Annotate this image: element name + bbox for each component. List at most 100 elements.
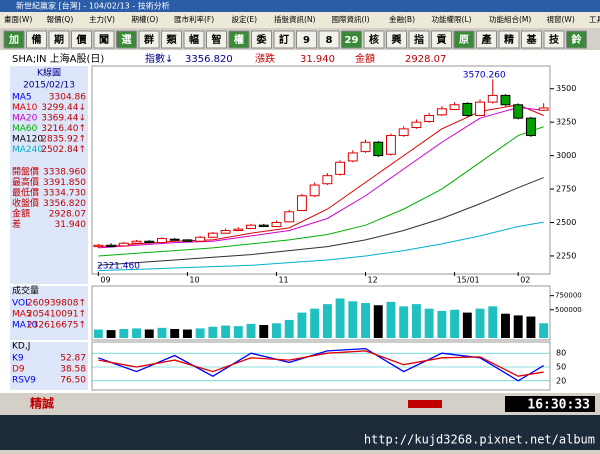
x-tick-label: 11 (278, 276, 288, 285)
candle-body (246, 224, 256, 230)
toolbar-label: 基 (526, 33, 538, 46)
toolbar-button[interactable] (228, 30, 250, 49)
volume-bar (144, 329, 154, 338)
quote-name: 金額 (12, 208, 30, 220)
toolbar-button[interactable] (498, 30, 520, 49)
toolbar-button[interactable] (161, 30, 182, 49)
candle-body (436, 108, 447, 116)
toolbar-button[interactable] (363, 30, 385, 49)
toolbar-button[interactable] (341, 30, 362, 49)
ma-line (98, 177, 544, 266)
menu-item[interactable]: 畫面(W) (4, 14, 32, 24)
toolbar-button[interactable] (183, 30, 205, 49)
candle-body (449, 104, 460, 110)
toolbar-button[interactable] (138, 30, 160, 49)
toolbar-button[interactable] (206, 30, 227, 49)
candle-body (500, 94, 511, 106)
toolbar-button[interactable] (386, 30, 407, 49)
kd-legend-value: 38.58 (60, 365, 86, 375)
volume-side (10, 286, 88, 340)
candle-body (169, 238, 180, 241)
kd-title: KD,J (12, 342, 30, 352)
ma-name: MA120 (12, 135, 43, 145)
candle-body (258, 224, 269, 228)
toolbar-button[interactable] (543, 30, 565, 49)
price-frame (91, 65, 551, 275)
ma-name: MA5 (12, 93, 32, 103)
toolbar-button[interactable] (566, 30, 587, 49)
toolbar-button[interactable] (3, 30, 25, 49)
toolbar-button[interactable] (521, 30, 542, 49)
toolbar-button[interactable] (273, 30, 295, 49)
menu-item[interactable]: 功能組合(M) (489, 14, 531, 24)
sidebar-title: K線圖 (37, 67, 61, 79)
menu-item[interactable]: 視窗(W) (547, 14, 575, 24)
candle-body (271, 222, 282, 228)
y-tick-label: 2250 (556, 251, 576, 260)
candle-body (284, 211, 295, 223)
ma-value: 2502.84↑ (41, 145, 86, 155)
toolbar-button[interactable] (93, 30, 115, 49)
menu-item[interactable]: 主力(V) (89, 14, 115, 24)
candle-body (475, 101, 485, 116)
menu-item[interactable]: 匯市利率(F) (174, 14, 214, 24)
toolbar-button[interactable] (476, 30, 497, 49)
toolbar-label: 精 (504, 33, 514, 46)
y-tick-label: 80 (556, 349, 566, 358)
menu-item[interactable]: 功能權限(L) (432, 14, 472, 24)
volume-bar (119, 328, 129, 338)
volume-bar (297, 312, 307, 338)
toolbar-button[interactable] (431, 30, 452, 49)
y-tick-label: 20 (556, 376, 566, 385)
ma-name: MA10 (12, 103, 38, 113)
toolbar-label: 加 (8, 33, 19, 46)
url: http://kujd3268.pixnet.net/album (364, 433, 595, 447)
y-tick-label: 3500 (556, 84, 576, 93)
quote-name: 收盤價 (12, 197, 39, 209)
toolbar-button[interactable] (71, 30, 92, 49)
candle-body (462, 102, 473, 116)
candle-body (131, 240, 142, 244)
candle-body (195, 236, 206, 242)
toolbar-label: 指 (414, 33, 424, 46)
y-tick-label: 2750 (556, 185, 576, 194)
menu-bar (0, 12, 600, 28)
index-value: 3356.820 (185, 54, 233, 65)
toolbar-label: 核 (369, 33, 379, 46)
toolbar-button[interactable] (408, 30, 430, 49)
menu-item[interactable]: 金融(B) (389, 14, 415, 24)
clock-box (505, 396, 595, 412)
brand: 精誠 (30, 396, 54, 411)
kd-legend-name: D9 (12, 365, 25, 375)
menu-item[interactable]: 插盤資訊(N) (274, 14, 316, 24)
toolbar-button[interactable] (116, 30, 137, 49)
toolbar-button[interactable] (318, 30, 340, 49)
toolbar-label: 技 (549, 33, 560, 46)
vol-legend-value: 232616675↑ (27, 321, 86, 331)
candle-body (398, 128, 409, 137)
volume-bar (462, 312, 472, 338)
menu-item[interactable]: 國際資訊(I) (332, 14, 370, 24)
toolbar-button[interactable] (48, 30, 70, 49)
indicator (408, 400, 442, 408)
volume-bar (259, 325, 269, 338)
volume-bar (284, 319, 294, 338)
menu-item[interactable]: 設定(E) (232, 14, 258, 24)
toolbar-button[interactable] (453, 30, 475, 49)
toolbar-label: 9 (303, 35, 310, 46)
menu-item[interactable]: 工具(T) (589, 15, 600, 24)
vol-legend-name: MA5 (12, 310, 32, 320)
menu-item[interactable]: 報價(Q) (47, 15, 74, 24)
vol-legend-value: 205410091↑ (27, 310, 86, 320)
volume-bar (437, 310, 447, 338)
candle-body (335, 161, 346, 175)
volume-bar (373, 305, 383, 338)
volume-bar (399, 306, 409, 338)
menu-item[interactable]: 期權(O) (132, 14, 159, 24)
ma-value: 3369.44↓ (41, 114, 86, 124)
amount-label: 金額 (355, 52, 375, 65)
toolbar-button[interactable] (296, 30, 317, 49)
toolbar-button[interactable] (251, 30, 272, 49)
quote-value: 3391.850 (43, 178, 86, 188)
toolbar-button[interactable] (26, 30, 47, 49)
